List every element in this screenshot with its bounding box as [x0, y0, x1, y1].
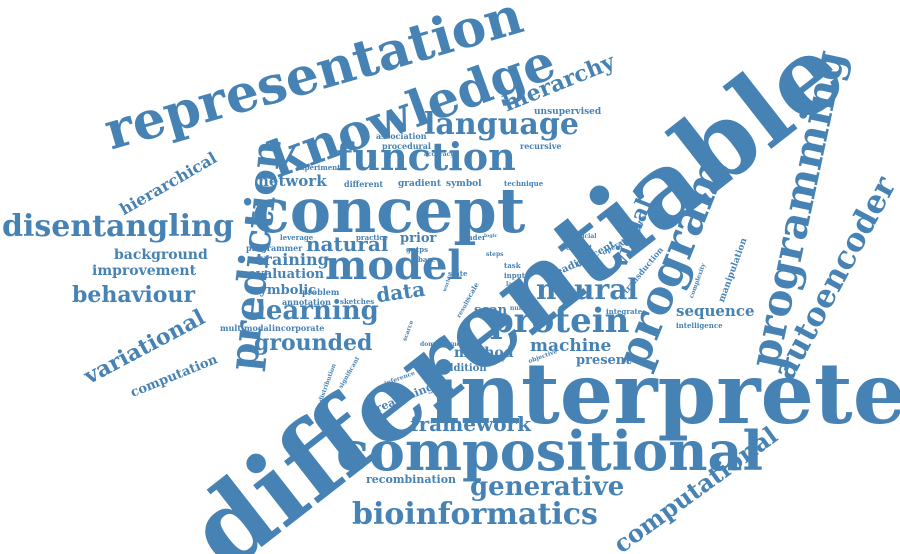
word-improvement: improvement	[92, 263, 197, 279]
word-domain: domain	[420, 341, 446, 348]
word-behaviour: behaviour	[72, 282, 196, 308]
word-present: present	[576, 353, 632, 368]
word-neural: neural	[536, 273, 639, 306]
word-scan: scan	[474, 303, 508, 318]
word-concept: concept	[252, 174, 526, 247]
word-hierarchical: hierarchical	[116, 148, 220, 219]
word-manipulation: manipulation	[717, 236, 750, 304]
word-recombination: recombination	[366, 473, 457, 486]
word-technique: technique	[504, 179, 544, 188]
word-state: state	[448, 269, 468, 278]
word-framework: framework	[410, 412, 531, 436]
word-leverage: leverage	[280, 233, 314, 242]
word-sequence: sequence	[676, 302, 755, 320]
word-intelligence: intelligence	[676, 321, 723, 330]
word-prior: prior	[400, 231, 437, 246]
word-function: function	[336, 134, 516, 179]
word-grounded: grounded	[254, 330, 373, 356]
word-problem: problem	[302, 287, 340, 297]
word-input: input	[504, 271, 525, 280]
word-question: question	[448, 341, 478, 348]
word-natural: natural	[306, 232, 389, 256]
word-number: number	[510, 305, 537, 312]
word-model: model	[325, 242, 463, 289]
word-interpreter: interpreter	[428, 344, 900, 443]
word-sketches: sketches	[340, 297, 375, 306]
word-unsupervised: unsupervised	[534, 107, 602, 117]
word-protein: protein	[490, 301, 630, 341]
word-procedural: procedural	[382, 141, 431, 151]
word-recursive: recursive	[520, 141, 562, 151]
word-network: network	[258, 172, 327, 190]
word-training: training	[256, 250, 329, 269]
word-annotation: annotation	[282, 297, 331, 307]
word-reader: reader	[460, 233, 486, 242]
word-symbol: symbol	[446, 179, 482, 189]
word-base: base	[418, 255, 436, 264]
word-multimodal: multimodal	[220, 323, 272, 333]
word-accuracy: accuracy	[424, 151, 454, 158]
word-practice: practice	[356, 233, 388, 242]
word-compositional: compositional	[336, 419, 763, 483]
word-integrate: integrate	[606, 307, 643, 316]
word-addition: addition	[440, 363, 487, 374]
word-disentangling: disentangling	[2, 209, 234, 244]
word-background: background	[114, 247, 208, 263]
word-association: association	[376, 131, 427, 141]
word-machine: machine	[530, 336, 612, 356]
word-task: task	[504, 261, 521, 270]
word-incorporate: incorporate	[272, 323, 325, 333]
word-different: different	[344, 179, 384, 189]
word-gntps: gntps	[406, 245, 429, 254]
word-symbolic: symbolic	[252, 283, 317, 298]
word-generative: generative	[470, 472, 625, 502]
word-output: output	[566, 243, 593, 252]
word-logic: logic	[484, 233, 498, 239]
word-method: method	[454, 345, 514, 361]
word-evaluation: evaluation	[248, 267, 325, 282]
word-artificial: artificial	[568, 233, 597, 240]
word-learning: learning	[256, 296, 379, 326]
word-steps: steps	[486, 251, 504, 258]
word-programmer: programmer	[246, 243, 303, 253]
word-larger: larger	[506, 281, 527, 288]
word-language: language	[424, 107, 579, 142]
word-bioinformatics: bioinformatics	[352, 497, 598, 532]
word-gradient: gradient	[398, 179, 442, 189]
word-data: data	[374, 276, 427, 308]
word-experiment: experiment	[296, 163, 341, 172]
